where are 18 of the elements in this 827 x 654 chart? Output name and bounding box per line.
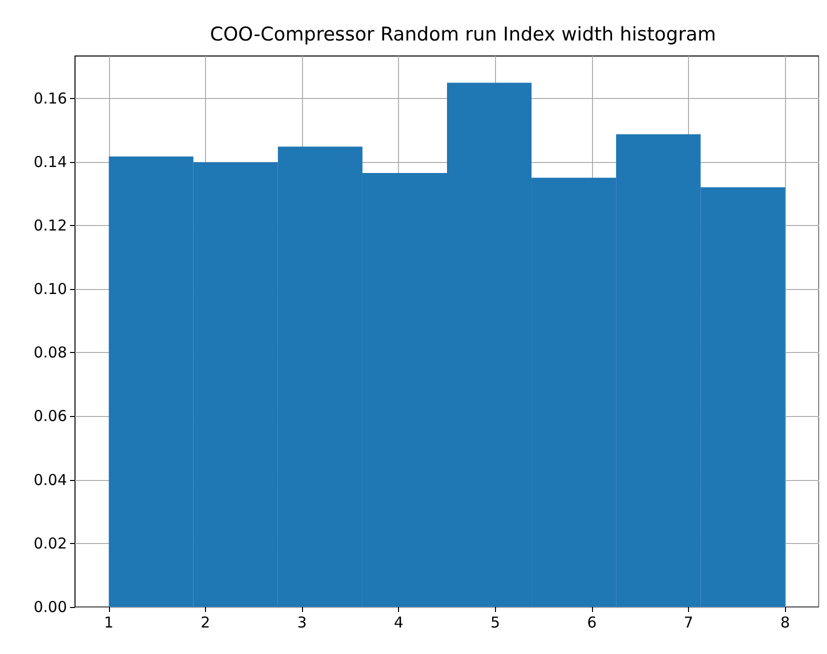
y-tick-label: 0.10 bbox=[34, 280, 67, 298]
x-tick-label: 2 bbox=[200, 614, 210, 632]
chart-title: COO-Compressor Random run Index width histogram bbox=[210, 24, 716, 46]
x-tick-label: 8 bbox=[780, 614, 790, 632]
x-tick-label: 4 bbox=[394, 614, 404, 632]
y-tick-label: 0.04 bbox=[34, 470, 67, 489]
y-tick-label: 0.06 bbox=[34, 407, 67, 426]
x-tick-label: 5 bbox=[490, 614, 500, 632]
y-tick-label: 0.12 bbox=[34, 216, 67, 234]
y-tick-label: 0.16 bbox=[34, 89, 67, 108]
x-tick-label: 3 bbox=[297, 614, 307, 632]
y-tick-label: 0.02 bbox=[34, 534, 67, 552]
x-tick-label: 1 bbox=[104, 614, 114, 632]
y-tick-label: 0.14 bbox=[34, 152, 67, 171]
x-tick-label: 6 bbox=[587, 614, 597, 632]
y-tick-label: 0.00 bbox=[34, 598, 67, 616]
y-tick-label: 0.08 bbox=[34, 344, 67, 362]
x-tick-label: 7 bbox=[684, 614, 694, 632]
